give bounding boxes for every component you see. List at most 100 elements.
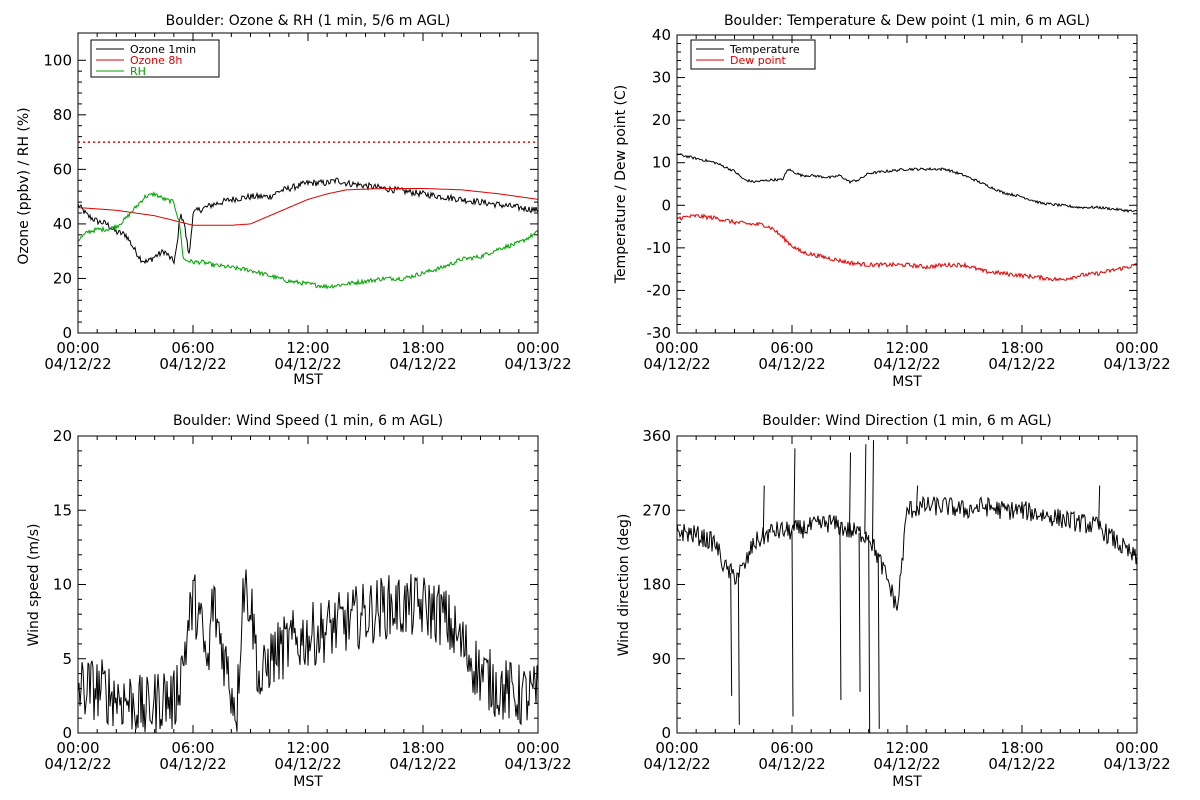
x-tick-date: 04/12/22 — [988, 355, 1055, 373]
x-tick-date: 04/12/22 — [389, 355, 456, 373]
x-tick-time: 12:00 — [286, 739, 329, 757]
x-tick-time: 18:00 — [401, 739, 444, 757]
spike-mark — [793, 448, 796, 531]
x-tick-date: 04/12/22 — [159, 755, 226, 773]
series-line-rh — [77, 191, 539, 290]
x-tick-date: 04/12/22 — [758, 755, 825, 773]
x-tick-date: 04/13/22 — [1103, 755, 1170, 773]
x-tick-date: 04/12/22 — [873, 355, 940, 373]
x-tick-date: 04/12/22 — [44, 755, 111, 773]
y-tick-label: 10 — [53, 576, 72, 594]
x-tick-date: 04/12/22 — [758, 355, 825, 373]
chart-title: Boulder: Ozone & RH (1 min, 5/6 m AGL) — [166, 13, 451, 29]
spike-mark — [864, 444, 867, 535]
legend-rh: RH — [130, 65, 146, 78]
x-tick-time: 06:00 — [171, 739, 214, 757]
spike-mark — [839, 526, 842, 701]
y-tick-label: -10 — [647, 239, 672, 257]
y-tick-label: 180 — [642, 576, 671, 594]
x-tick-time: 06:00 — [171, 339, 214, 357]
spike-mark — [849, 452, 851, 531]
x-tick-time: 18:00 — [1000, 739, 1043, 757]
y-tick-label: 60 — [53, 160, 72, 178]
x-tick-time: 00:00 — [56, 339, 99, 357]
spike-mark — [737, 572, 740, 725]
spike-mark — [730, 572, 733, 696]
x-tick-date: 04/13/22 — [504, 755, 571, 773]
y-tick-label: 80 — [53, 106, 72, 124]
y-tick-label: 270 — [642, 501, 671, 519]
y-tick-label: -30 — [647, 324, 672, 342]
y-tick-label: 0 — [661, 724, 671, 742]
panel-ozone-rh: Boulder: Ozone & RH (1 min, 5/6 m AGL) O… — [16, 13, 450, 388]
y-tick-label: -20 — [647, 281, 672, 299]
y-tick-label: 40 — [652, 26, 671, 44]
x-tick-date: 04/12/22 — [389, 755, 456, 773]
y-tick-label: 90 — [652, 650, 671, 668]
legend: Temperature Dew point — [690, 39, 816, 70]
x-tick-date: 04/12/22 — [643, 755, 710, 773]
x-tick-date: 04/12/22 — [44, 355, 111, 373]
legend-temperature: Temperature — [729, 43, 800, 56]
y-tick-label: 5 — [62, 650, 72, 668]
x-tick-time: 00:00 — [655, 339, 698, 357]
x-tick-time: 12:00 — [885, 339, 928, 357]
y-axis-label: Temperature / Dew point (C) — [613, 85, 629, 284]
y-tick-label: 360 — [642, 427, 671, 445]
x-tick-date: 04/12/22 — [274, 755, 341, 773]
x-tick-time: 00:00 — [655, 739, 698, 757]
chart-temp: -30-20-1001020304000:0004/12/2206:0004/1… — [643, 26, 1170, 373]
series-line-data — [676, 495, 1138, 611]
x-tick-time: 12:00 — [286, 339, 329, 357]
x-tick-date: 04/12/22 — [274, 355, 341, 373]
spike-mark — [868, 534, 871, 734]
legend: Ozone 1min Ozone 8h RH — [90, 39, 220, 78]
series-line-temperature — [676, 153, 1138, 213]
chart-title: Boulder: Wind Speed (1 min, 6 m AGL) — [173, 413, 443, 429]
x-tick-date: 04/12/22 — [873, 755, 940, 773]
y-tick-label: 0 — [661, 196, 671, 214]
x-tick-time: 06:00 — [770, 339, 813, 357]
x-tick-date: 04/12/22 — [988, 755, 1055, 773]
x-tick-time: 12:00 — [885, 739, 928, 757]
y-tick-label: 20 — [53, 269, 72, 287]
y-axis-label: Wind direction (deg) — [616, 514, 632, 657]
y-tick-label: 10 — [652, 154, 671, 172]
x-axis-label: MST — [892, 774, 922, 790]
y-tick-label: 0 — [62, 324, 72, 342]
y-axis-label: Ozone (ppbv) / RH (%) — [16, 107, 32, 264]
y-tick-label: 100 — [43, 51, 72, 69]
legend-ozone-8h: Ozone 8h — [130, 54, 182, 67]
spike-mark — [791, 530, 794, 717]
x-tick-date: 04/13/22 — [1103, 355, 1170, 373]
x-tick-date: 04/12/22 — [643, 355, 710, 373]
chart-wspd: 0510152000:0004/12/2206:0004/12/2212:000… — [44, 427, 571, 773]
y-axis-label: Wind speed (m/s) — [26, 524, 42, 647]
series-line-dew-point — [676, 213, 1138, 282]
y-tick-label: 15 — [53, 501, 72, 519]
spike-mark — [858, 532, 861, 692]
x-tick-time: 00:00 — [1115, 739, 1158, 757]
y-tick-label: 0 — [62, 724, 72, 742]
chart-wdir: 09018027036000:0004/12/2206:0004/12/2212… — [642, 427, 1170, 773]
series-line-ozone-1min — [77, 177, 539, 266]
x-tick-time: 00:00 — [516, 339, 559, 357]
spike-mark — [872, 440, 874, 545]
x-tick-time: 18:00 — [401, 339, 444, 357]
y-tick-label: 40 — [53, 215, 72, 233]
series-line-data — [77, 569, 539, 733]
y-tick-label: 20 — [53, 427, 72, 445]
spike-mark — [877, 557, 880, 729]
x-axis-label: MST — [293, 774, 323, 790]
x-tick-date: 04/13/22 — [504, 355, 571, 373]
panel-wind-direction: Boulder: Wind Direction (1 min, 6 m AGL)… — [616, 413, 1052, 790]
x-axis-label: MST — [892, 374, 922, 390]
spike-mark — [916, 485, 919, 509]
panel-wind-speed: Boulder: Wind Speed (1 min, 6 m AGL) Win… — [26, 413, 443, 790]
x-tick-time: 00:00 — [56, 739, 99, 757]
chart-title: Boulder: Temperature & Dew point (1 min,… — [724, 13, 1090, 29]
x-tick-time: 00:00 — [1115, 339, 1158, 357]
y-tick-label: 20 — [652, 111, 671, 129]
